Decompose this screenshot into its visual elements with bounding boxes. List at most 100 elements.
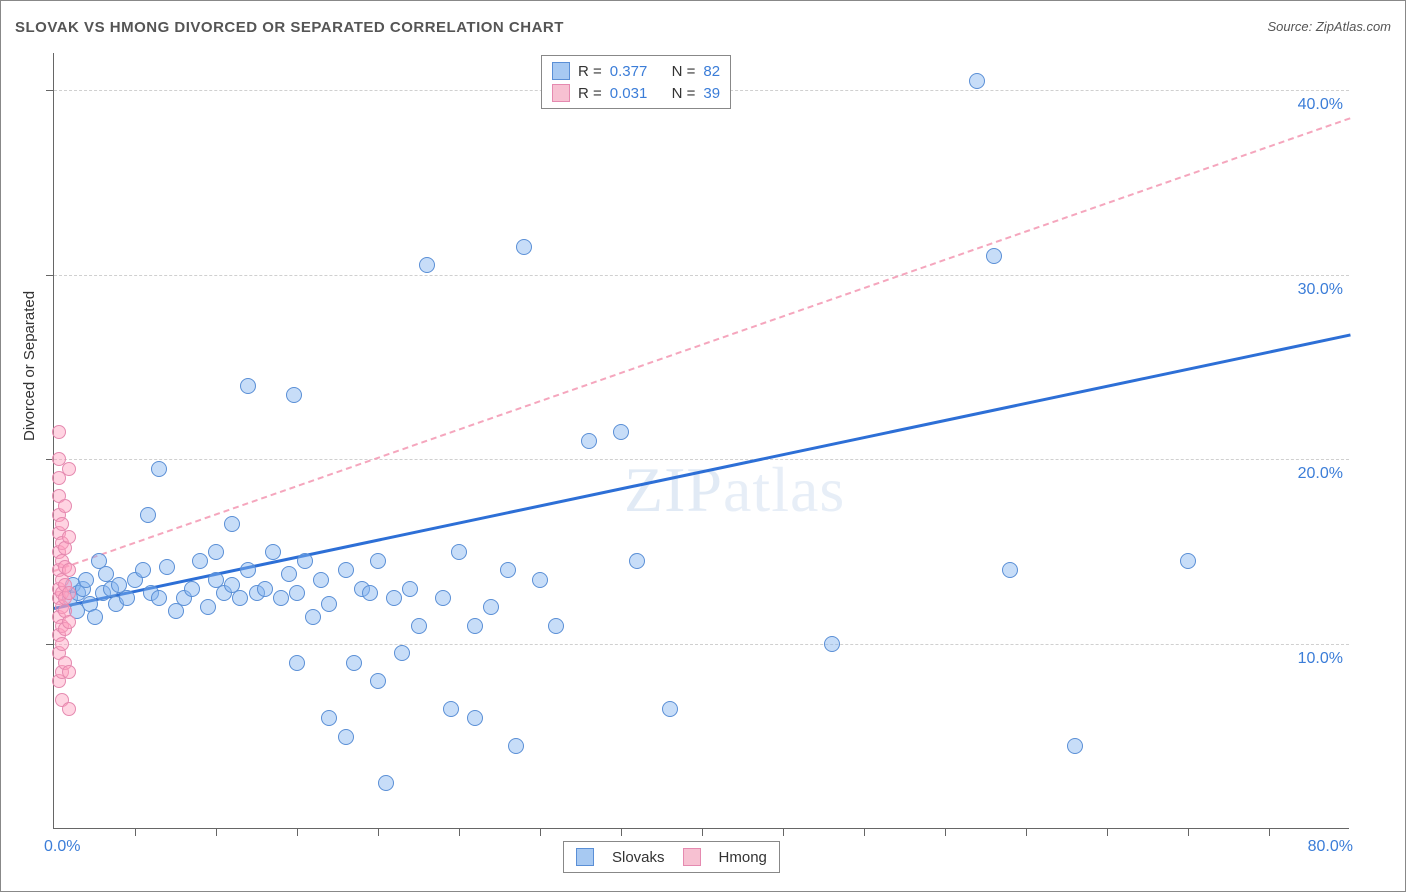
chart-frame: SLOVAK VS HMONG DIVORCED OR SEPARATED CO… [0, 0, 1406, 892]
data-point-hmong [58, 499, 72, 513]
legend-label-slovaks: Slovaks [612, 849, 665, 866]
y-axis-title: Divorced or Separated [21, 291, 38, 441]
legend-series: Slovaks Hmong [563, 841, 780, 873]
x-tick [1026, 828, 1027, 836]
data-point-slovaks [629, 553, 645, 569]
data-point-slovaks [313, 572, 329, 588]
source-label: Source: ZipAtlas.com [1267, 19, 1391, 34]
data-point-hmong [62, 586, 76, 600]
data-point-slovaks [338, 562, 354, 578]
data-point-hmong [62, 530, 76, 544]
data-point-slovaks [824, 636, 840, 652]
data-point-slovaks [532, 572, 548, 588]
n-value: 82 [703, 63, 720, 80]
r-value: 0.377 [610, 63, 648, 80]
data-point-slovaks [581, 433, 597, 449]
data-point-slovaks [208, 544, 224, 560]
data-point-slovaks [419, 257, 435, 273]
data-point-slovaks [78, 572, 94, 588]
x-tick [135, 828, 136, 836]
r-value: 0.031 [610, 85, 648, 102]
x-tick [1107, 828, 1108, 836]
data-point-slovaks [135, 562, 151, 578]
data-point-slovaks [370, 673, 386, 689]
y-tick-label: 10.0% [1298, 650, 1343, 668]
data-point-hmong [52, 425, 66, 439]
data-point-slovaks [370, 553, 386, 569]
x-tick [864, 828, 865, 836]
data-point-hmong [62, 665, 76, 679]
data-point-slovaks [192, 553, 208, 569]
data-point-slovaks [443, 701, 459, 717]
data-point-slovaks [394, 645, 410, 661]
plot-area: ZIPatlas 10.0%20.0%30.0%40.0%0.0%80.0% [53, 53, 1349, 829]
x-tick [945, 828, 946, 836]
legend-row-slovaks: R = 0.377 N = 82 [552, 60, 720, 82]
x-origin-label: 0.0% [44, 838, 80, 856]
data-point-slovaks [232, 590, 248, 606]
trendline-hmong [54, 118, 1351, 573]
x-tick [783, 828, 784, 836]
x-max-label: 80.0% [1308, 838, 1353, 856]
data-point-slovaks [386, 590, 402, 606]
data-point-hmong [55, 517, 69, 531]
y-tick-label: 40.0% [1298, 96, 1343, 114]
data-point-slovaks [467, 710, 483, 726]
chart-title: SLOVAK VS HMONG DIVORCED OR SEPARATED CO… [15, 19, 564, 36]
data-point-slovaks [613, 424, 629, 440]
data-point-slovaks [140, 507, 156, 523]
r-label: R = [578, 63, 602, 80]
swatch-blue-icon [576, 848, 594, 866]
data-point-slovaks [662, 701, 678, 717]
data-point-slovaks [151, 590, 167, 606]
x-tick [540, 828, 541, 836]
x-tick [1188, 828, 1189, 836]
data-point-slovaks [273, 590, 289, 606]
data-point-slovaks [1002, 562, 1018, 578]
data-point-slovaks [286, 387, 302, 403]
n-label: N = [672, 85, 696, 102]
legend-correlation: R = 0.377 N = 82 R = 0.031 N = 39 [541, 55, 731, 109]
data-point-slovaks [548, 618, 564, 634]
legend-row-hmong: R = 0.031 N = 39 [552, 82, 720, 104]
n-value: 39 [703, 85, 720, 102]
data-point-slovaks [297, 553, 313, 569]
data-point-slovaks [257, 581, 273, 597]
data-point-slovaks [240, 378, 256, 394]
data-point-slovaks [402, 581, 418, 597]
gridline-h [54, 459, 1349, 460]
data-point-slovaks [483, 599, 499, 615]
swatch-blue-icon [552, 62, 570, 80]
data-point-slovaks [378, 775, 394, 791]
data-point-slovaks [986, 248, 1002, 264]
data-point-slovaks [346, 655, 362, 671]
data-point-slovaks [119, 590, 135, 606]
y-tick [46, 644, 54, 645]
data-point-hmong [55, 637, 69, 651]
y-tick [46, 275, 54, 276]
x-tick [621, 828, 622, 836]
x-tick [459, 828, 460, 836]
data-point-slovaks [305, 609, 321, 625]
data-point-slovaks [240, 562, 256, 578]
legend-label-hmong: Hmong [719, 849, 767, 866]
data-point-slovaks [224, 516, 240, 532]
data-point-slovaks [200, 599, 216, 615]
data-point-slovaks [362, 585, 378, 601]
data-point-slovaks [1067, 738, 1083, 754]
data-point-slovaks [467, 618, 483, 634]
data-point-slovaks [411, 618, 427, 634]
x-tick [378, 828, 379, 836]
data-point-slovaks [516, 239, 532, 255]
data-point-slovaks [265, 544, 281, 560]
x-tick [702, 828, 703, 836]
data-point-slovaks [321, 596, 337, 612]
data-point-hmong [62, 563, 76, 577]
x-tick [297, 828, 298, 836]
data-point-slovaks [338, 729, 354, 745]
gridline-h [54, 275, 1349, 276]
y-tick-label: 20.0% [1298, 465, 1343, 483]
data-point-slovaks [289, 585, 305, 601]
n-label: N = [672, 63, 696, 80]
swatch-pink-icon [552, 84, 570, 102]
